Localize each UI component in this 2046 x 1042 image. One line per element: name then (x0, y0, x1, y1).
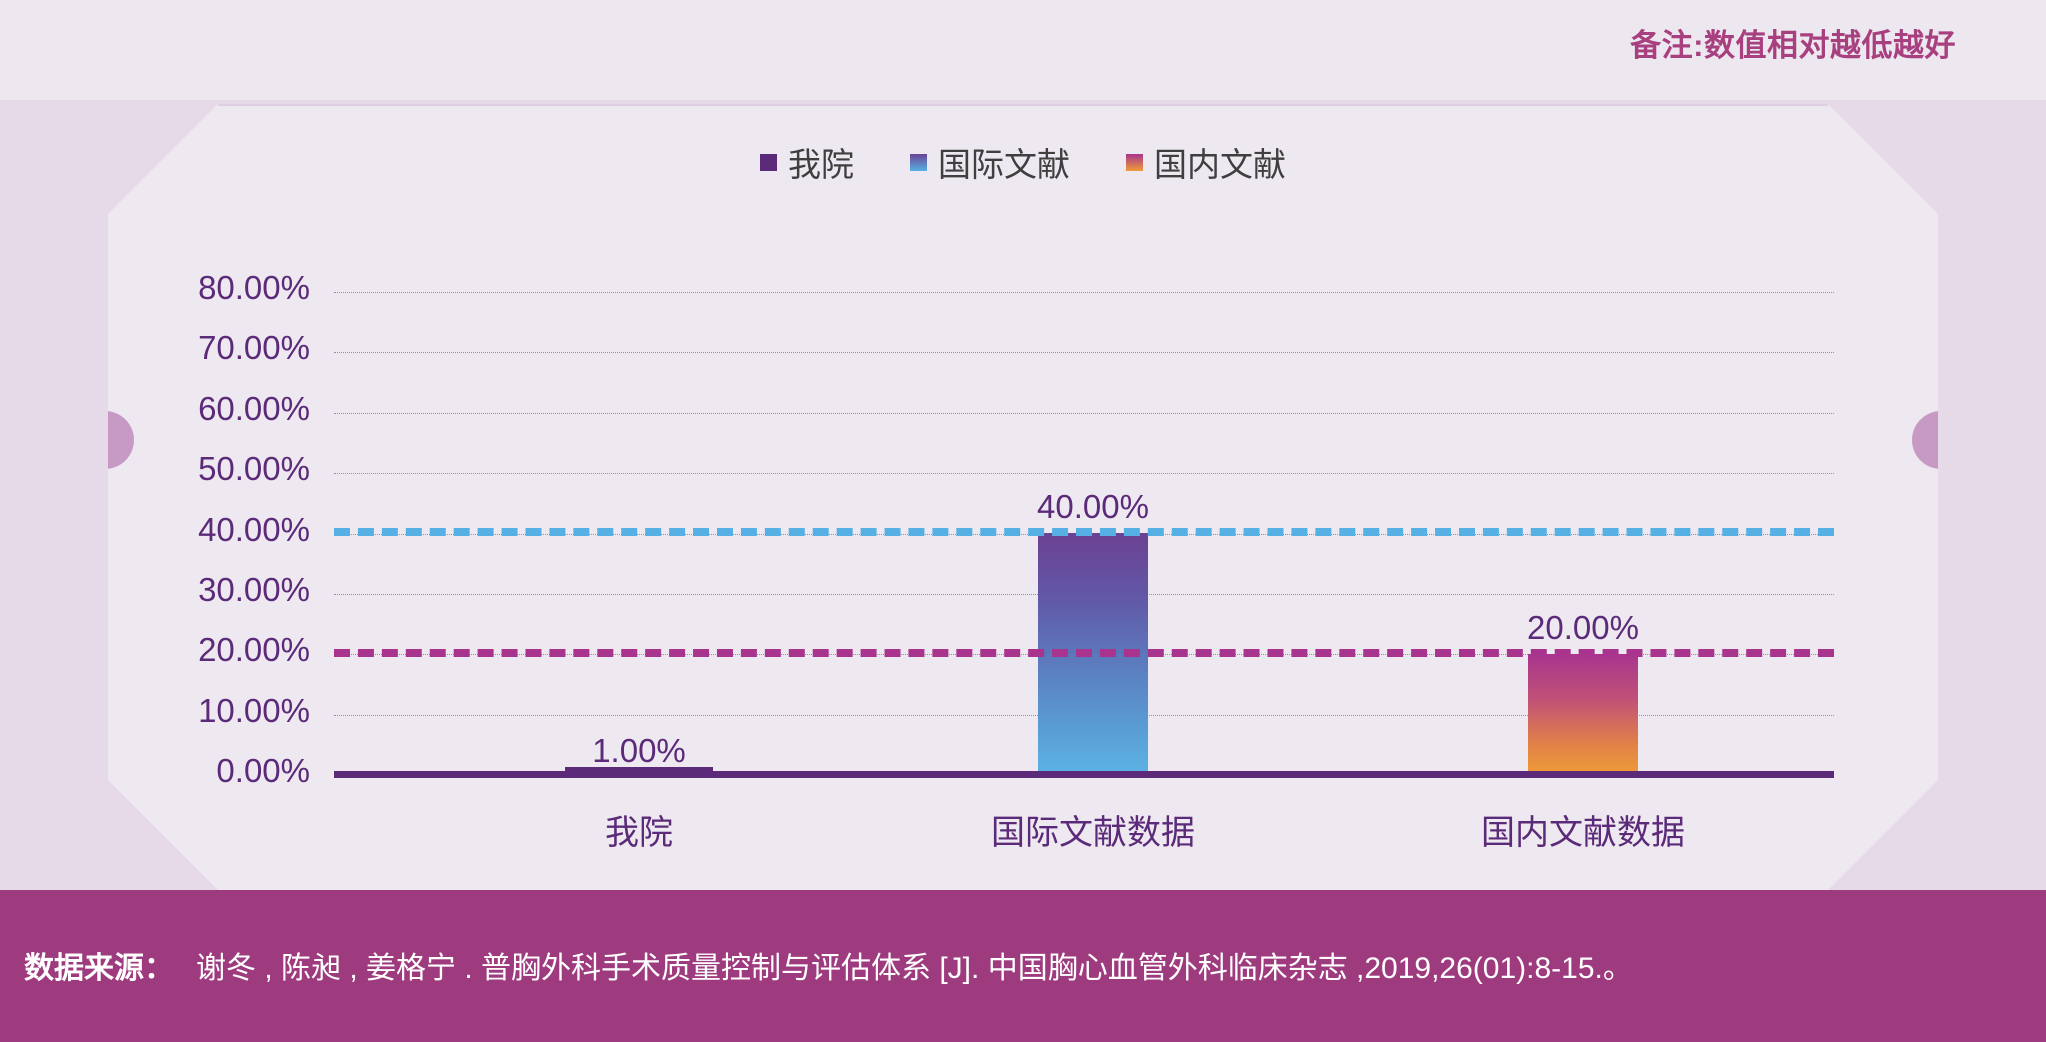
gridline-50 (334, 473, 1834, 474)
ytick-label-30: 30.00% (198, 571, 310, 608)
bar-value-label-wo-yuan: 1.00% (592, 732, 686, 769)
ytick-label-60: 60.00% (198, 390, 310, 427)
xaxis-label-domestic: 国内文献数据 (1481, 814, 1685, 852)
ytick-label-50: 50.00% (198, 450, 310, 487)
legend-item-international[interactable]: 国际文献 (910, 138, 1070, 186)
ytick-label-40: 40.00% (198, 511, 310, 548)
reference-line-40-percent (334, 528, 1834, 536)
ytick-label-70: 70.00% (198, 329, 310, 366)
legend-item-domestic[interactable]: 国内文献 (1126, 138, 1286, 186)
xaxis-label-wo-yuan: 我院 (605, 814, 673, 852)
source-citation: 谢冬 , 陈昶 , 姜格宁 . 普胸外科手术质量控制与评估体系 [J]. 中国胸… (196, 952, 1633, 985)
note-text: 备注:数值相对越低越好 (1630, 28, 1956, 63)
ytick-label-0: 0.00% (216, 752, 310, 789)
gridline-60 (334, 413, 1834, 414)
reference-line-20-percent (334, 649, 1834, 657)
ytick-label-20: 20.00% (198, 631, 310, 668)
bar-value-label-domestic: 20.00% (1527, 609, 1639, 646)
bar-value-label-international: 40.00% (1037, 488, 1149, 525)
gridline-70 (334, 352, 1834, 353)
square-swatch-icon (910, 153, 927, 171)
source-footer: 数据来源： 谢冬 , 陈昶 , 姜格宁 . 普胸外科手术质量控制与评估体系 [J… (0, 890, 2046, 1042)
square-swatch-icon (1126, 153, 1143, 171)
chart-frame (0, 0, 2046, 890)
legend-label: 我院 (788, 146, 854, 183)
legend-label: 国内文献 (1154, 146, 1286, 183)
right-circle-mask (1938, 400, 1970, 480)
source-content: 数据来源： 谢冬 , 陈昶 , 姜格宁 . 普胸外科手术质量控制与评估体系 [J… (24, 943, 1633, 987)
bar-domestic[interactable] (1528, 654, 1638, 775)
left-circle-mask (76, 400, 108, 480)
x-axis-line (334, 771, 1834, 778)
legend-item-wo-yuan[interactable]: 我院 (760, 138, 854, 186)
xaxis-label-international: 国际文献数据 (991, 814, 1195, 852)
ytick-label-80: 80.00% (198, 269, 310, 306)
legend-label: 国际文献 (938, 146, 1070, 183)
source-label: 数据来源： (24, 952, 174, 985)
ytick-label-10: 10.00% (198, 692, 310, 729)
gridline-80 (334, 292, 1834, 293)
panel-top-seam (218, 104, 1828, 106)
chart-legend: 我院 国际文献 国内文献 (0, 138, 2046, 186)
bar-chart: 80.00% 70.00% 60.00% 50.00% 40.00% 30.00… (198, 269, 1834, 852)
note-bar: 备注:数值相对越低越好 (0, 0, 2046, 100)
square-swatch-icon (760, 153, 777, 171)
